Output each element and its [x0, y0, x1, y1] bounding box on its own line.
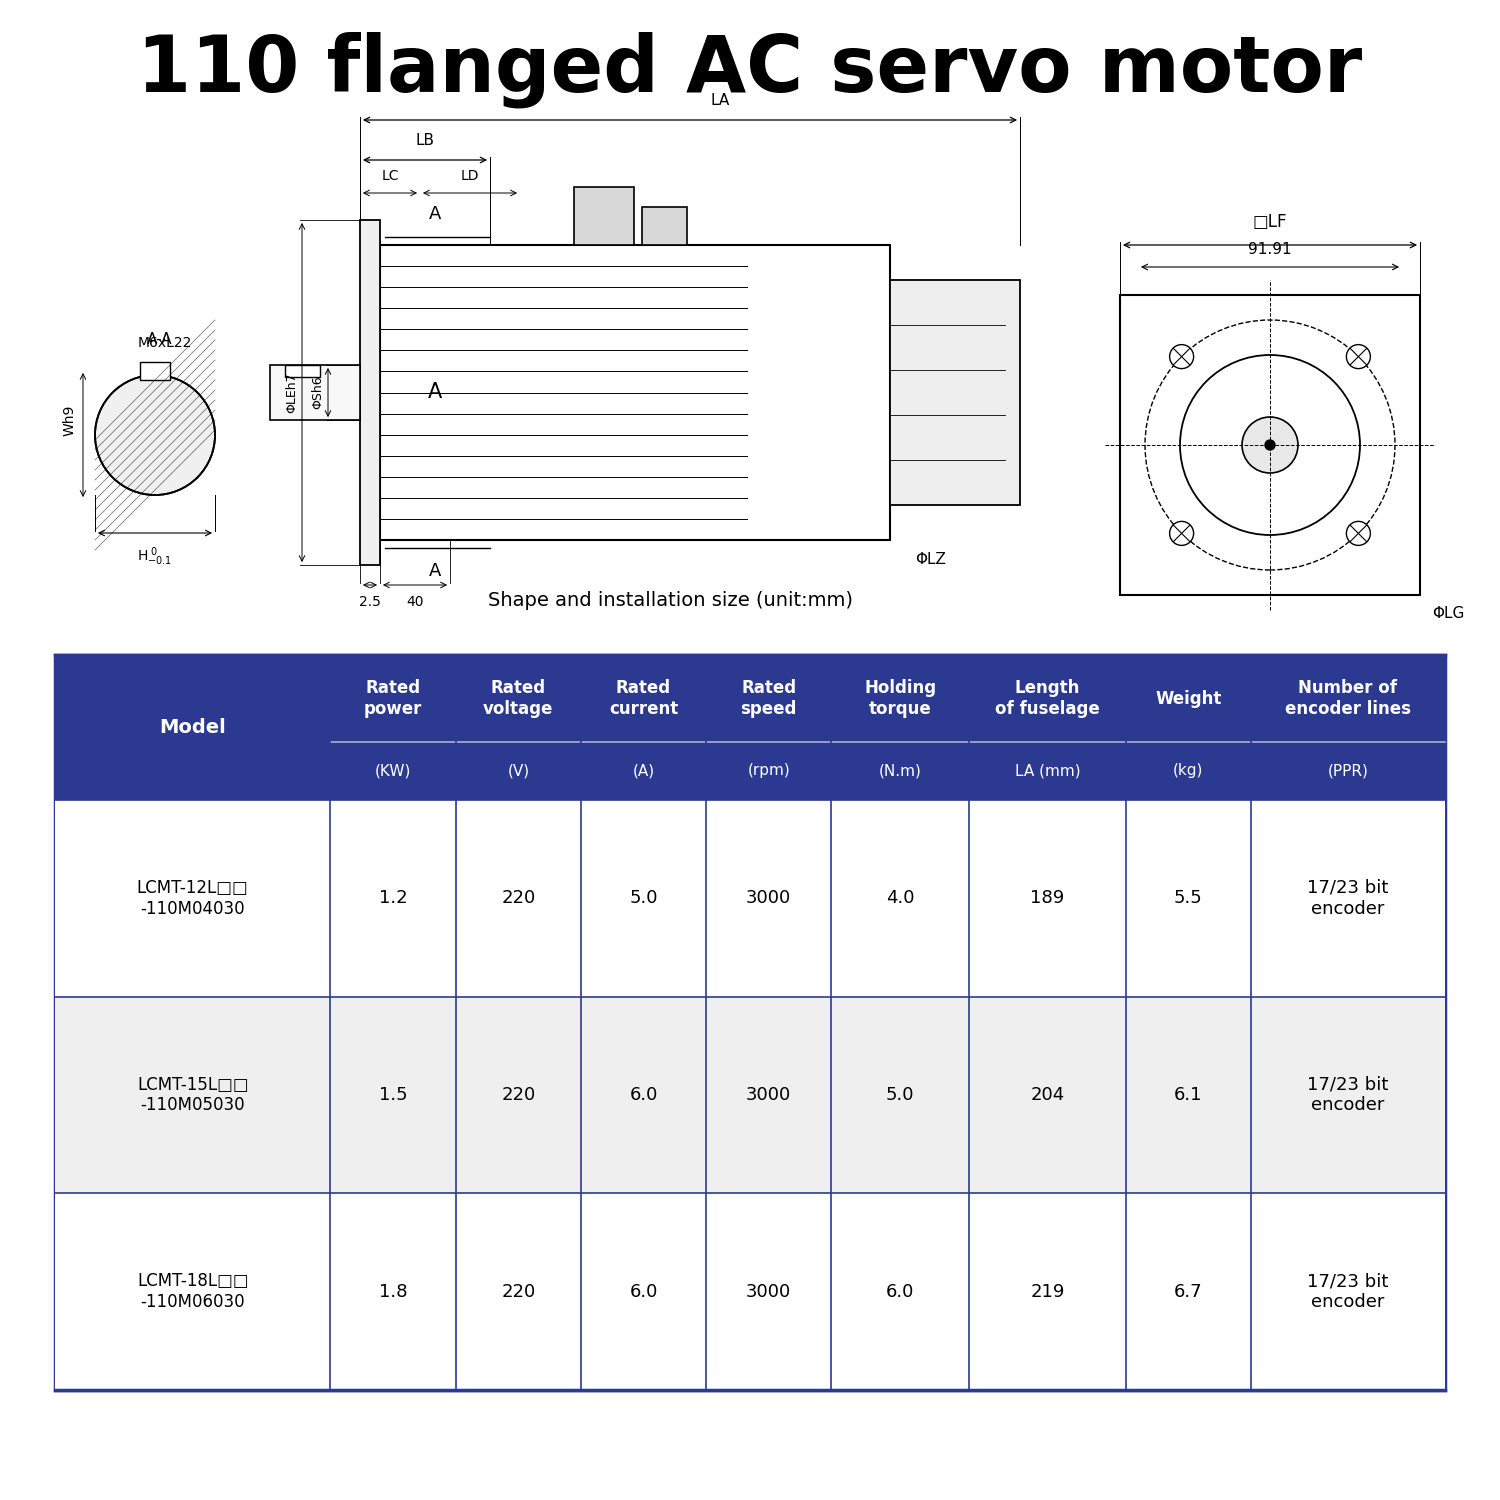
Text: (V): (V) [507, 764, 530, 778]
Text: 6.7: 6.7 [1174, 1282, 1203, 1300]
Text: 5.0: 5.0 [886, 1086, 915, 1104]
Text: LC: LC [381, 170, 399, 183]
Bar [56, 1194, 1444, 1390]
Bar [642, 207, 687, 245]
Text: 204: 204 [1030, 1086, 1065, 1104]
Text: LD: LD [460, 170, 480, 183]
Bar [890, 280, 1020, 506]
Text: A-A: A-A [147, 333, 172, 348]
Circle shape [1264, 440, 1275, 450]
Text: M6xL22: M6xL22 [138, 336, 192, 350]
Text: H$^{\ 0}_{-0.1}$: H$^{\ 0}_{-0.1}$ [138, 544, 172, 567]
Bar [56, 800, 1444, 996]
Text: LA (mm): LA (mm) [1014, 764, 1080, 778]
Text: 1.8: 1.8 [380, 1282, 408, 1300]
Text: A: A [427, 382, 442, 402]
Text: 17/23 bit
encoder: 17/23 bit encoder [1308, 1076, 1389, 1114]
Text: LCMT-15L□□
-110M05030: LCMT-15L□□ -110M05030 [136, 1076, 249, 1114]
Text: LCMT-18L□□
-110M06030: LCMT-18L□□ -110M06030 [136, 1272, 249, 1311]
Text: 5.5: 5.5 [1174, 890, 1203, 908]
Bar [56, 656, 1444, 800]
Text: Rated
power: Rated power [364, 680, 423, 718]
Bar [360, 220, 380, 566]
Bar [1120, 296, 1420, 596]
Text: 3000: 3000 [746, 1086, 792, 1104]
Text: ΦLZ: ΦLZ [915, 552, 946, 567]
Circle shape [1242, 417, 1298, 472]
Text: 2.5: 2.5 [358, 596, 381, 609]
Text: A: A [429, 206, 441, 224]
Text: Model: Model [159, 718, 226, 736]
Circle shape [94, 375, 214, 495]
Text: Rated
voltage: Rated voltage [483, 680, 554, 718]
Text: 110 flanged AC servo motor: 110 flanged AC servo motor [138, 32, 1362, 108]
Text: 220: 220 [501, 1086, 536, 1104]
Bar [270, 364, 360, 420]
Text: Number of
encoder lines: Number of encoder lines [1286, 680, 1412, 718]
Text: 5.0: 5.0 [630, 890, 658, 908]
Text: (rpm): (rpm) [747, 764, 790, 778]
Text: 189: 189 [1030, 890, 1065, 908]
Circle shape [1347, 345, 1371, 369]
Text: 17/23 bit
encoder: 17/23 bit encoder [1308, 879, 1389, 918]
Text: Rated
current: Rated current [609, 680, 678, 718]
Circle shape [1170, 345, 1194, 369]
Text: LB: LB [416, 134, 435, 148]
Text: 6.0: 6.0 [886, 1282, 915, 1300]
Bar [140, 362, 170, 380]
Text: 91.91: 91.91 [1248, 242, 1292, 256]
Text: (kg): (kg) [1173, 764, 1203, 778]
Text: (PPR): (PPR) [1328, 764, 1368, 778]
Text: A: A [429, 562, 441, 580]
Text: 3000: 3000 [746, 1282, 792, 1300]
Text: 40: 40 [406, 596, 423, 609]
Text: □LF: □LF [1252, 213, 1287, 231]
Text: 1.2: 1.2 [380, 890, 408, 908]
Text: 3000: 3000 [746, 890, 792, 908]
Text: LA: LA [711, 93, 729, 108]
Text: ΦLG: ΦLG [1432, 606, 1464, 621]
Text: 4.0: 4.0 [886, 890, 915, 908]
Text: LCMT-12L□□
-110M04030: LCMT-12L□□ -110M04030 [136, 879, 249, 918]
Text: ΦSh6: ΦSh6 [310, 375, 324, 410]
Text: (N.m): (N.m) [879, 764, 921, 778]
Text: 219: 219 [1030, 1282, 1065, 1300]
Text: (A): (A) [633, 764, 654, 778]
Text: 17/23 bit
encoder: 17/23 bit encoder [1308, 1272, 1389, 1311]
Text: Holding
torque: Holding torque [864, 680, 936, 718]
Bar [380, 244, 890, 540]
Bar [285, 364, 320, 376]
Text: Length
of fuselage: Length of fuselage [994, 680, 1100, 718]
Text: 220: 220 [501, 1282, 536, 1300]
Text: 6.0: 6.0 [630, 1282, 657, 1300]
Text: 6.0: 6.0 [630, 1086, 657, 1104]
Circle shape [1170, 522, 1194, 546]
Text: Wh9: Wh9 [63, 405, 76, 435]
Text: 220: 220 [501, 890, 536, 908]
Text: Weight: Weight [1155, 690, 1221, 708]
Circle shape [1347, 522, 1371, 546]
Text: Rated
speed: Rated speed [741, 680, 796, 718]
Bar [56, 996, 1444, 1194]
Text: (KW): (KW) [375, 764, 411, 778]
Text: 6.1: 6.1 [1174, 1086, 1203, 1104]
Text: ΦLEh7: ΦLEh7 [285, 372, 298, 413]
Bar [574, 188, 634, 244]
Bar [56, 656, 1444, 1390]
Text: Shape and installation size (unit:mm): Shape and installation size (unit:mm) [488, 591, 852, 609]
Text: 1.5: 1.5 [380, 1086, 408, 1104]
